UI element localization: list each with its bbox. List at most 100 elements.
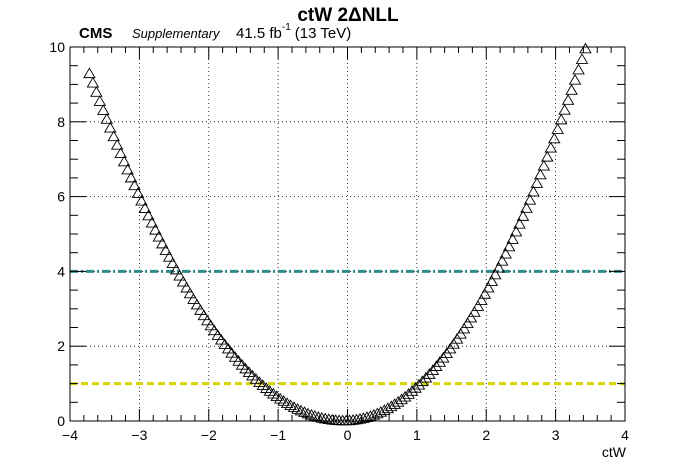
chart-title: ctW 2ΔNLL bbox=[297, 5, 399, 26]
y-tick-label: 4 bbox=[57, 263, 65, 279]
data-point bbox=[121, 163, 134, 175]
data-point bbox=[138, 202, 152, 213]
data-point bbox=[350, 413, 363, 425]
data-point bbox=[534, 168, 547, 180]
data-point bbox=[155, 237, 169, 249]
x-axis-label: ctW bbox=[602, 444, 627, 460]
data-point bbox=[488, 268, 502, 280]
data-point bbox=[416, 375, 429, 387]
data-point bbox=[114, 147, 127, 159]
data-point bbox=[464, 311, 478, 323]
data-point bbox=[558, 103, 571, 115]
data-point bbox=[346, 414, 360, 425]
luminosity-label: 41.5 fb-1 (13 TeV) bbox=[236, 22, 351, 42]
data-point bbox=[93, 95, 107, 106]
data-point bbox=[544, 141, 558, 153]
data-point bbox=[142, 209, 155, 221]
data-point bbox=[110, 138, 124, 150]
data-point bbox=[298, 406, 311, 417]
data-point bbox=[457, 322, 471, 334]
data-point bbox=[159, 244, 173, 256]
x-tick-label: 3 bbox=[552, 427, 560, 443]
data-point bbox=[291, 403, 304, 414]
data-point bbox=[176, 275, 190, 287]
data-point bbox=[180, 281, 193, 293]
data-point bbox=[128, 179, 141, 191]
data-point bbox=[523, 193, 537, 205]
data-point bbox=[214, 333, 228, 345]
data-point bbox=[131, 187, 145, 198]
data-point bbox=[204, 319, 218, 331]
data-point bbox=[482, 281, 495, 293]
y-tick-label: 2 bbox=[57, 338, 65, 354]
data-point bbox=[579, 42, 592, 54]
x-tick-label: −2 bbox=[201, 427, 217, 443]
x-tick-label: 4 bbox=[621, 427, 629, 443]
data-point bbox=[107, 130, 120, 142]
data-point bbox=[322, 413, 336, 425]
x-tick-label: −3 bbox=[131, 427, 147, 443]
data-point bbox=[190, 298, 204, 310]
data-point bbox=[145, 216, 159, 228]
y-tick-label: 10 bbox=[49, 39, 65, 55]
data-point bbox=[194, 304, 207, 315]
data-point bbox=[277, 395, 290, 406]
data-point bbox=[166, 257, 179, 269]
data-point bbox=[103, 121, 117, 133]
data-point bbox=[530, 177, 544, 188]
data-point bbox=[86, 76, 100, 88]
data-point bbox=[513, 217, 526, 229]
data-point bbox=[398, 390, 412, 402]
data-point bbox=[468, 306, 481, 317]
data-point bbox=[565, 84, 578, 95]
data-point bbox=[395, 393, 408, 405]
data-point bbox=[377, 404, 391, 415]
data-point bbox=[173, 269, 186, 281]
y-tick-label: 8 bbox=[57, 114, 65, 130]
data-point bbox=[454, 327, 467, 339]
data-point bbox=[461, 317, 474, 328]
data-point bbox=[117, 155, 131, 167]
energy-label: (13 TeV) bbox=[295, 25, 351, 42]
data-point bbox=[492, 261, 506, 273]
reference-lines bbox=[70, 269, 625, 386]
data-point bbox=[527, 185, 540, 197]
data-point bbox=[211, 329, 225, 340]
axis-ticks bbox=[69, 46, 626, 422]
data-point bbox=[287, 401, 301, 412]
data-point bbox=[485, 275, 499, 286]
data-point bbox=[301, 407, 315, 419]
data-point bbox=[201, 314, 214, 326]
data-point bbox=[197, 309, 211, 321]
nll-scan-series bbox=[83, 42, 592, 426]
data-point bbox=[187, 293, 200, 304]
data-point bbox=[294, 404, 308, 416]
data-point bbox=[208, 324, 221, 336]
data-point bbox=[430, 360, 443, 371]
data-point bbox=[495, 254, 509, 266]
data-point bbox=[266, 387, 280, 399]
x-tick-label: −1 bbox=[270, 427, 286, 443]
data-point bbox=[152, 230, 166, 242]
data-point bbox=[280, 397, 294, 408]
x-tick-label: −4 bbox=[62, 427, 78, 443]
data-point bbox=[419, 371, 433, 383]
data-point bbox=[308, 410, 322, 421]
data-point bbox=[475, 294, 488, 305]
data-point bbox=[541, 150, 554, 162]
data-point bbox=[305, 408, 318, 420]
data-point bbox=[319, 412, 332, 424]
x-tick-label: 0 bbox=[344, 427, 352, 443]
data-point bbox=[502, 240, 516, 252]
data-point bbox=[471, 300, 485, 311]
data-point bbox=[149, 223, 162, 235]
data-point bbox=[169, 263, 183, 275]
data-point bbox=[426, 364, 440, 375]
data-point bbox=[124, 171, 138, 183]
data-point bbox=[568, 73, 582, 85]
data-point bbox=[273, 392, 287, 404]
data-point bbox=[572, 63, 585, 75]
data-point bbox=[509, 225, 523, 237]
data-point bbox=[374, 405, 388, 417]
